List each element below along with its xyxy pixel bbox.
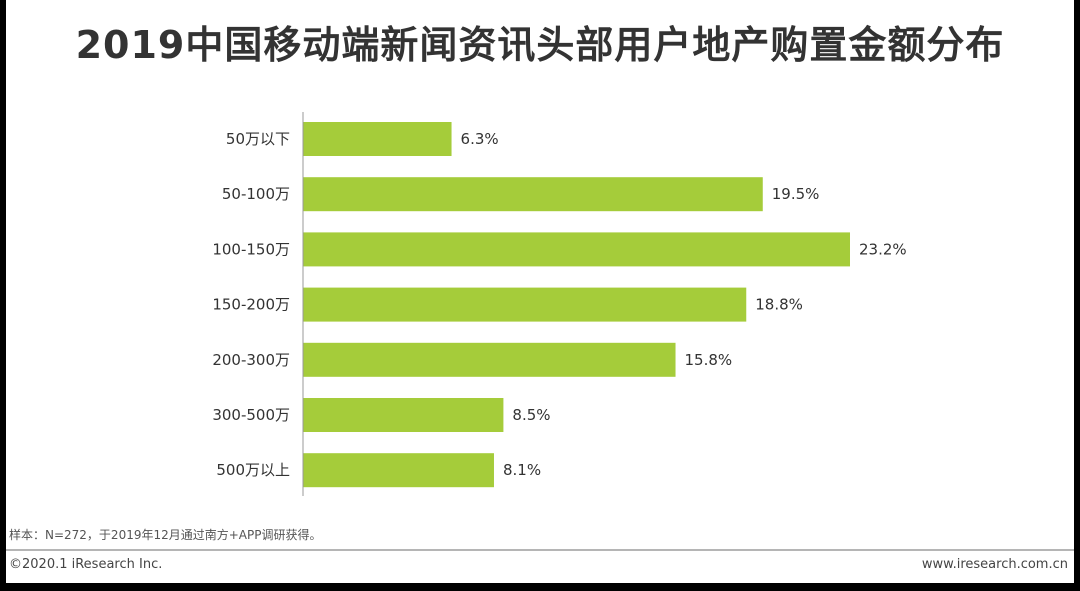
chart-title: 2019中国移动端新闻资讯头部用户地产购置金额分布 (75, 23, 1005, 67)
bar-4 (303, 287, 747, 322)
value-label-1: 6.3% (461, 130, 499, 148)
category-label-7: 500万以上 (216, 461, 290, 479)
bar-5 (303, 342, 676, 377)
value-label-5: 15.8% (685, 351, 733, 369)
category-label-3: 100-150万 (212, 240, 290, 258)
category-label-1: 50万以下 (226, 130, 290, 148)
category-label-4: 150-200万 (212, 296, 290, 314)
bar-7 (303, 453, 494, 488)
bar-1 (303, 122, 452, 156)
bar-6 (303, 398, 504, 432)
value-label-4: 18.8% (755, 296, 803, 314)
source-note: 样本：N=272，于2019年12月通过南方+APP调研获得。 (9, 528, 322, 542)
bar-3 (303, 232, 850, 267)
value-label-3: 23.2% (859, 240, 907, 258)
website-link[interactable]: www.iresearch.com.cn (921, 557, 1068, 572)
bars-layer: 50万以下 6.3% 50-100万 19.5% 100-150万 23.2% 150-20… (212, 122, 907, 488)
bar-2 (303, 177, 763, 212)
category-label-5: 200-300万 (212, 351, 290, 369)
slide: 2019中国移动端新闻资讯头部用户地产购置金额分布 50万以下 6.3% 50-10… (6, 0, 1074, 583)
copyright-text: ©2020.1 iResearch Inc. (9, 557, 163, 572)
bar-chart: 50万以下 6.3% 50-100万 19.5% 100-150万 23.2% 150-20… (212, 112, 907, 496)
category-label-2: 50-100万 (222, 185, 290, 203)
value-label-7: 8.1% (503, 461, 541, 479)
footer-divider (6, 549, 1074, 551)
value-label-2: 19.5% (772, 185, 820, 203)
category-label-6: 300-500万 (212, 406, 290, 424)
value-label-6: 8.5% (512, 406, 550, 424)
